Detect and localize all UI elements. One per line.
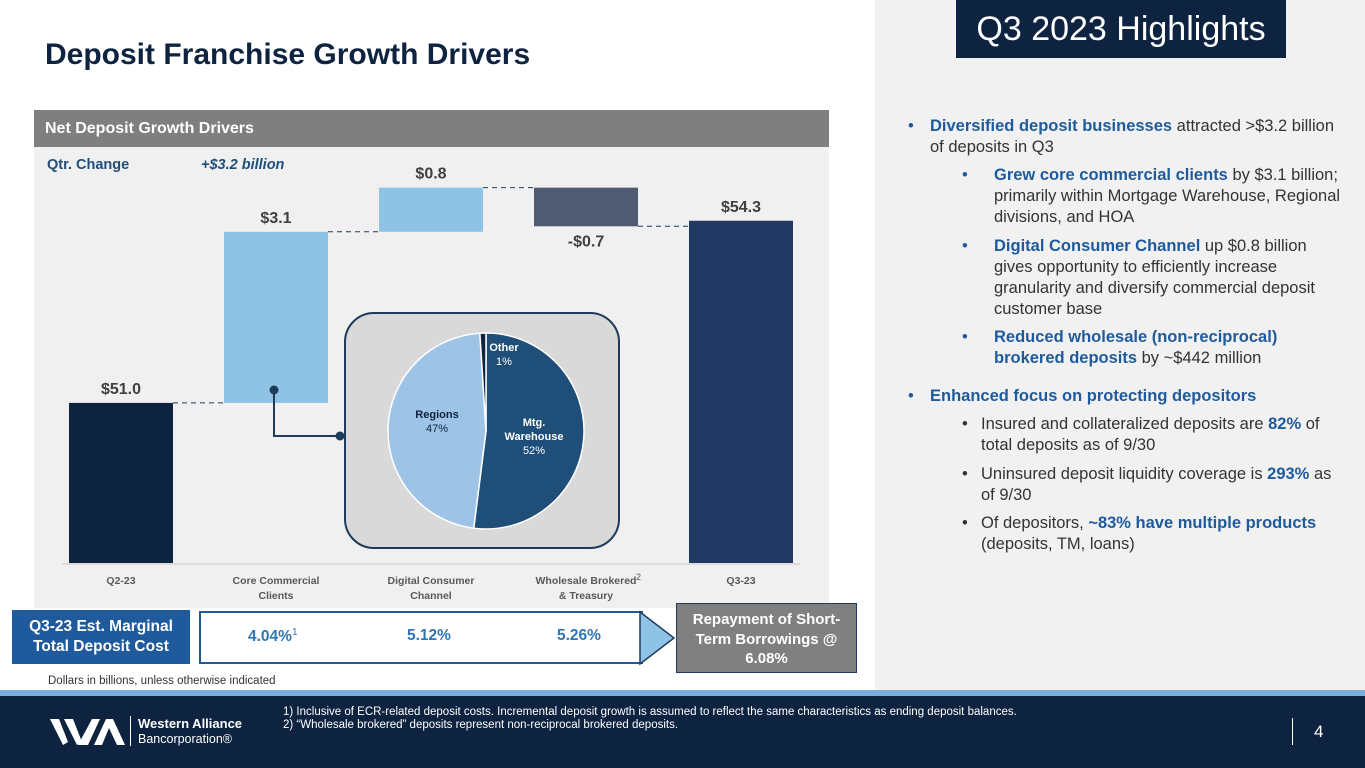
qtr-change-label: Qtr. Change: [47, 157, 130, 173]
data-label: $0.8: [415, 166, 446, 183]
pie-label: 1%: [496, 356, 512, 368]
pie-slice: [479, 332, 487, 432]
pie-chart: Mtg. Warehouse 52% Regions 47% Other 1%: [387, 332, 585, 530]
category-label: Clients: [258, 590, 293, 602]
data-label: -$0.7: [568, 233, 605, 250]
callout-dot: [269, 385, 279, 395]
pie-label: Other: [489, 342, 519, 354]
waterfall-bar: [224, 231, 328, 403]
bullet-icon: •: [908, 387, 914, 406]
marginal-cost-label: Q3-23 Est. Marginal Total Deposit Cost: [12, 610, 190, 664]
logo-text: Western Alliance: [138, 716, 243, 731]
pie-slice: [472, 332, 585, 530]
company-logo-icon: [50, 719, 125, 745]
pie-label: 52%: [523, 445, 545, 457]
waterfall-chart: $51.0 $3.1 $0.8 -$0.7 $54.3 Q2-23 Core Commerc…: [62, 166, 800, 602]
list-item: • Enhanced focus on protecting depositors: [904, 386, 1344, 407]
marginal-cost-value: 4.04%1: [248, 627, 298, 646]
footer-stripe: [0, 690, 1365, 696]
list-item: • Of depositors, ~83% have multiple produ…: [962, 513, 1317, 553]
highlights-panel: [875, 0, 1365, 690]
waterfall-bar: [69, 402, 173, 563]
category-label: Channel: [410, 590, 452, 602]
list-item: • Insured and collateralized deposits are…: [962, 415, 1320, 455]
arrow-right-icon: [639, 610, 676, 666]
footnote: 2) “Wholesale brokered” deposits represe…: [283, 719, 679, 731]
list-item: • Diversified deposit businesses attracte…: [908, 117, 1334, 157]
list-item: • Grew core commercial clients by $3.1 bi…: [962, 166, 1341, 227]
bullet-icon: •: [962, 327, 968, 346]
pie-label: Warehouse: [505, 431, 564, 443]
highlights-badge: Q3 2023 Highlights: [956, 0, 1286, 58]
bullet-icon: •: [962, 464, 968, 483]
list-item: • Reduced wholesale (non-reciprocal) brok…: [962, 327, 1278, 368]
category-label: Core Commercial: [233, 575, 320, 587]
pie-slice: [387, 332, 487, 530]
units-note: Dollars in billions, unless otherwise in…: [48, 675, 276, 687]
pie-label: 47%: [426, 423, 448, 435]
bullet-icon: •: [908, 117, 914, 135]
marginal-cost-value: 5.12%: [407, 627, 451, 644]
repayment-box: Repayment of Short-Term Borrowings @ 6.0…: [676, 603, 857, 673]
footnote: 1) Inclusive of ECR-related deposit cost…: [283, 706, 1017, 718]
category-label: Wholesale Brokered: [536, 575, 637, 587]
list-item: • Digital Consumer Channel up $0.8 billio…: [962, 236, 1315, 318]
bullet-icon: •: [962, 513, 968, 532]
callout-dot: [335, 431, 345, 441]
data-label: $51.0: [101, 381, 141, 398]
marginal-cost-value: 5.26%: [557, 627, 601, 644]
category-label: & Treasury: [559, 590, 613, 602]
page-number: 4: [1314, 722, 1324, 741]
chart-header: Net Deposit Growth Drivers: [34, 110, 829, 147]
waterfall-bar: [379, 187, 483, 232]
highlights-list: • Diversified deposit businesses attracte…: [904, 116, 1344, 562]
callout-line: [273, 390, 340, 437]
pie-label: Mtg.: [523, 417, 546, 429]
data-label: $54.3: [721, 199, 761, 216]
logo-divider: [130, 716, 131, 746]
data-label: $3.1: [260, 210, 291, 227]
list-item: • Uninsured deposit liquidity coverage is…: [962, 464, 1332, 504]
waterfall-bar: [689, 220, 793, 563]
pie-label: Regions: [415, 409, 458, 421]
marginal-cost-box: 4.04%1 5.12% 5.26%: [199, 611, 643, 664]
category-label: Q2-23: [106, 575, 135, 587]
category-superscript: 2: [636, 572, 641, 582]
qtr-change-value: +$3.2 billion: [201, 157, 285, 173]
logo-text: Bancorporation®: [138, 732, 232, 746]
bullet-icon: •: [962, 415, 968, 434]
footer: [0, 690, 1365, 768]
page-divider: [1292, 718, 1293, 745]
bullet-icon: •: [962, 236, 968, 255]
category-label: Q3-23: [726, 575, 755, 587]
slide-title: Deposit Franchise Growth Drivers: [45, 38, 531, 71]
waterfall-bar: [534, 187, 638, 227]
category-label: Digital Consumer: [388, 575, 475, 587]
bullet-icon: •: [962, 166, 968, 185]
